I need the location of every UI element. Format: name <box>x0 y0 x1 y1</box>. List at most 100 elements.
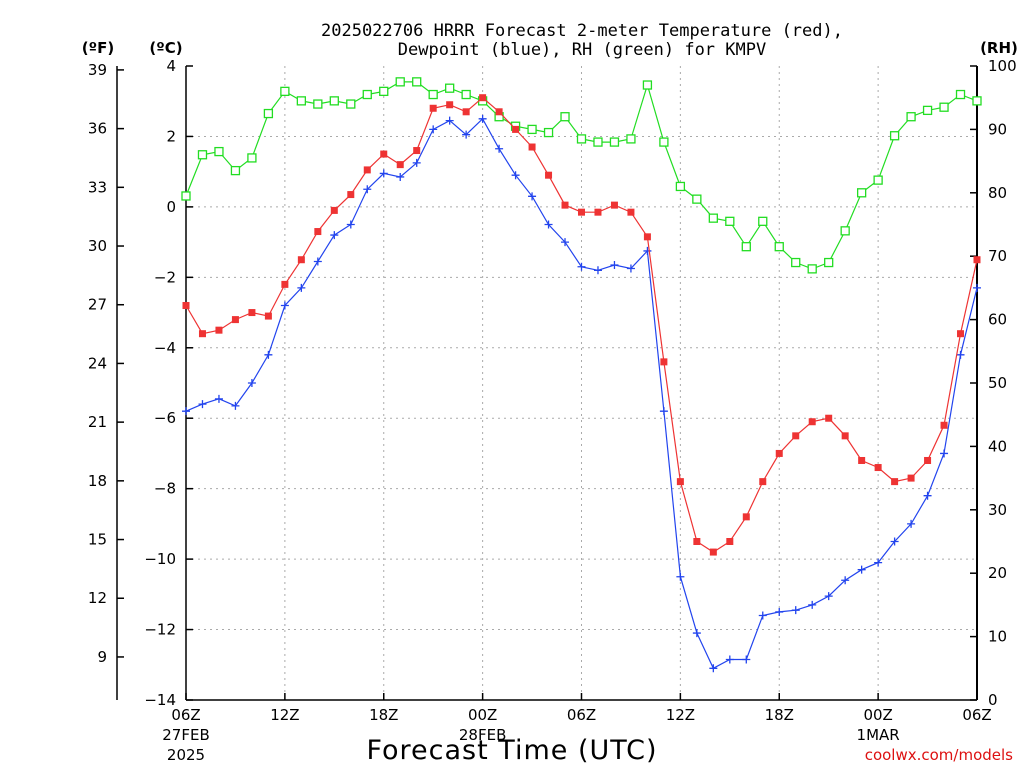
dewpoint-point <box>478 114 487 123</box>
f-tick-label: 9 <box>97 648 107 666</box>
temperature-point <box>742 513 750 521</box>
dewpoint-point <box>775 607 784 616</box>
temperature-point <box>957 330 965 338</box>
dewpoint-point <box>247 379 256 387</box>
rh-point <box>263 108 274 119</box>
temperature-point <box>578 208 585 216</box>
rh-point <box>280 86 290 97</box>
dewpoint-point <box>973 283 981 292</box>
dewpoint-point <box>709 664 718 673</box>
temperature-point <box>479 94 487 102</box>
f-tick-label: 18 <box>88 472 107 490</box>
rh-point <box>412 77 422 87</box>
dewpoint-point <box>495 144 504 153</box>
temperature-point <box>610 201 618 209</box>
temperature-point <box>874 464 882 472</box>
temperature-point <box>495 108 503 116</box>
rh-tick-label: 50 <box>988 374 1007 392</box>
dewpoint-point <box>198 400 207 409</box>
rh-tick-label: 80 <box>988 184 1007 202</box>
rh-point <box>807 264 817 274</box>
dewpoint-point <box>231 401 240 410</box>
c-tick-label: −14 <box>144 691 176 709</box>
temperature-point <box>413 147 421 155</box>
x-tick-sublabel: 27FEB <box>162 726 209 744</box>
x-tick-sublabel: 2025 <box>167 746 205 764</box>
rh-point <box>659 137 669 147</box>
rh-point <box>873 175 883 185</box>
dewpoint-point <box>593 266 602 275</box>
rh-point <box>230 165 241 176</box>
dewpoint-point <box>396 172 405 181</box>
x-tick-label: 06Z <box>171 706 200 724</box>
dewpoint-point <box>676 572 685 581</box>
f-tick-label: 21 <box>88 413 107 431</box>
rh-point <box>197 150 208 160</box>
x-tick-label: 12Z <box>666 706 695 724</box>
x-tick-sublabel: 1MAR <box>857 726 900 744</box>
f-tick-label: 27 <box>88 296 107 314</box>
rh-point <box>428 89 438 100</box>
temperature-point <box>676 478 684 486</box>
temperature-point <box>347 191 355 199</box>
dewpoint-point <box>923 491 932 500</box>
rh-point <box>247 153 257 163</box>
dewpoint-point <box>610 261 619 270</box>
dewpoint-point <box>528 192 537 201</box>
rh-point <box>593 137 603 147</box>
rh-point <box>527 124 537 135</box>
x-tick-sublabel: 28FEB <box>459 726 506 744</box>
temperature-point <box>709 548 717 556</box>
temperature-point <box>808 418 816 426</box>
dewpoint-series <box>182 114 981 673</box>
left-axis-c-unit-label: (ºC) <box>149 39 182 57</box>
temperature-point <box>231 316 239 324</box>
temperature-point <box>940 421 948 429</box>
rh-tick-label: 0 <box>988 691 998 709</box>
f-tick-label: 12 <box>88 589 107 607</box>
data-series <box>181 77 982 673</box>
chart-title-line1: 2025022706 HRRR Forecast 2-meter Tempera… <box>321 21 843 41</box>
temperature-point <box>545 171 553 179</box>
c-tick-label: −4 <box>154 339 176 357</box>
rh-tick-label: 30 <box>988 501 1007 519</box>
rh-point <box>626 134 636 144</box>
x-tick-label: 00Z <box>863 706 892 724</box>
temperature-point <box>561 201 569 209</box>
rh-point <box>576 134 587 144</box>
rh-point <box>972 96 982 106</box>
rh-point <box>922 105 933 116</box>
dewpoint-point <box>742 655 751 664</box>
rh-point <box>214 146 224 157</box>
dewpoint-point <box>429 125 438 134</box>
rh-point <box>856 188 867 198</box>
dewpoint-point <box>758 611 767 620</box>
f-tick-label: 36 <box>88 120 107 138</box>
dewpoint-point <box>857 565 866 574</box>
dewpoint-point <box>692 629 701 638</box>
x-tick-label: 06Z <box>567 706 596 724</box>
dewpoint-point <box>445 116 454 125</box>
x-tick-label: 12Z <box>270 706 299 724</box>
rh-point <box>675 181 686 192</box>
rh-point <box>774 242 784 252</box>
temperature-point <box>264 312 272 320</box>
dewpoint-point <box>462 130 471 139</box>
temperature-point <box>973 256 981 264</box>
rh-point <box>296 96 307 106</box>
dewpoint-point <box>544 220 553 229</box>
rh-point <box>329 96 339 106</box>
dewpoint-point <box>808 600 817 609</box>
dewpoint-point <box>659 407 668 416</box>
rh-point <box>692 194 702 204</box>
temperature-point <box>858 456 866 464</box>
dewpoint-point <box>182 407 190 416</box>
dewpoint-point <box>890 537 899 546</box>
rh-point <box>346 99 356 109</box>
c-tick-label: −10 <box>144 550 176 568</box>
temperature-point <box>792 432 800 440</box>
x-axis-label: Forecast Time (UTC) <box>366 735 657 766</box>
temperature-point <box>330 206 338 214</box>
left-axis-f-unit-label: (ºF) <box>82 39 114 57</box>
rh-point <box>362 89 372 100</box>
